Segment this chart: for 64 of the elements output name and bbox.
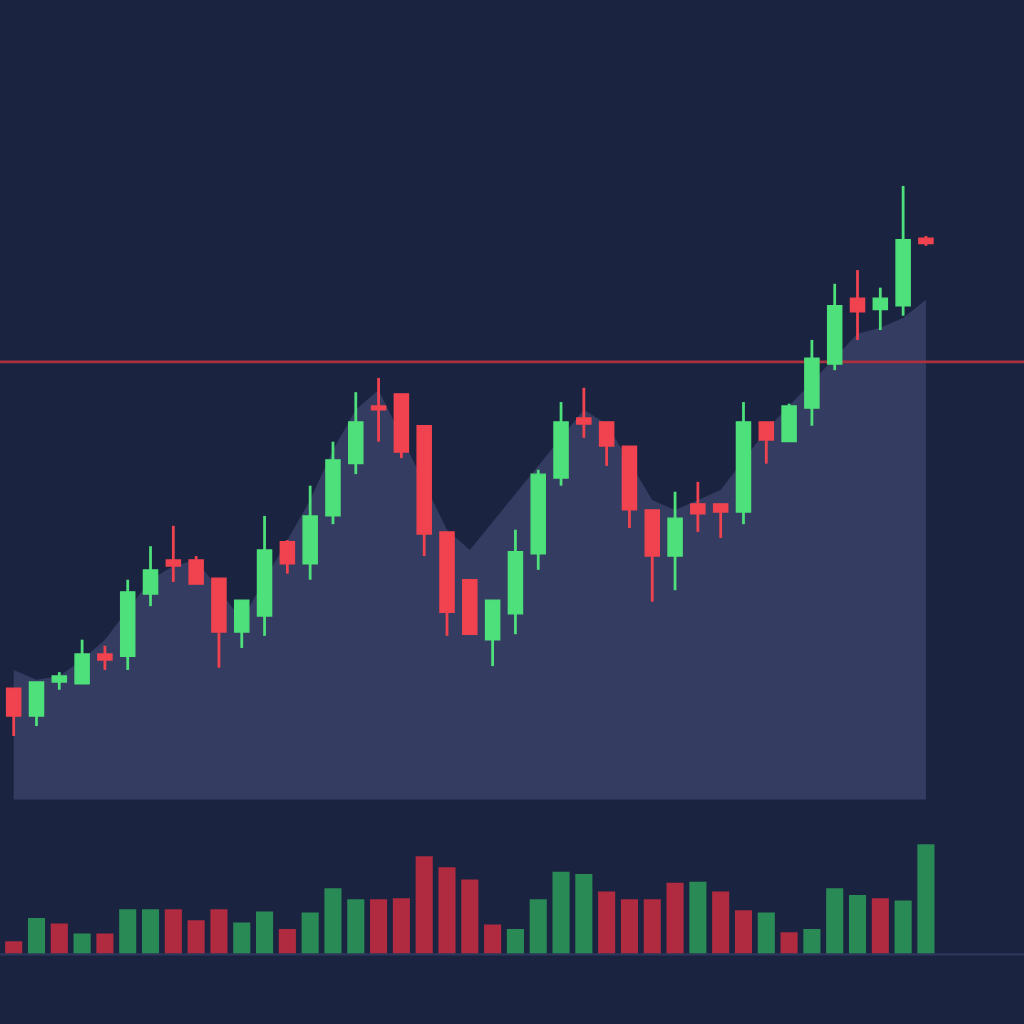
candlestick	[484, 598, 501, 668]
candlestick	[849, 268, 866, 342]
bar	[347, 899, 365, 955]
bar	[598, 891, 616, 955]
candlestick	[712, 502, 729, 540]
candlestick	[142, 544, 159, 608]
candlestick	[781, 402, 797, 444]
candlestick	[690, 480, 706, 534]
candlestick	[188, 554, 204, 586]
bar	[5, 941, 23, 955]
candlestick	[279, 538, 296, 576]
bar	[529, 899, 547, 955]
bar	[712, 891, 730, 955]
bar	[803, 929, 821, 955]
bar	[734, 910, 753, 955]
bar	[666, 882, 684, 955]
bar	[119, 909, 137, 955]
bar	[620, 899, 638, 955]
bar	[506, 929, 524, 955]
candlestick	[348, 390, 364, 476]
candlestick	[576, 386, 592, 440]
bar	[96, 933, 114, 955]
bar	[324, 888, 342, 955]
bar	[27, 918, 46, 955]
bar	[187, 920, 205, 955]
bar	[164, 909, 182, 955]
bar	[370, 899, 388, 955]
bar	[73, 933, 91, 955]
bar	[210, 909, 228, 955]
bar	[484, 924, 502, 955]
bar	[415, 856, 433, 955]
bar	[438, 867, 456, 955]
bar	[848, 894, 867, 955]
bar	[826, 888, 844, 955]
candlestick	[598, 420, 615, 468]
bar	[278, 929, 296, 955]
candlestick	[667, 490, 683, 592]
bar	[643, 899, 661, 955]
bar	[256, 911, 274, 955]
bar	[894, 900, 912, 955]
candlestick	[233, 598, 250, 650]
candlestick	[370, 376, 387, 444]
bar	[50, 923, 68, 955]
bar	[780, 932, 798, 955]
candlestick	[74, 638, 90, 686]
bar	[141, 909, 160, 955]
bar	[757, 912, 775, 955]
bar	[552, 871, 570, 955]
bar	[575, 873, 593, 955]
bar	[392, 898, 410, 955]
bar	[871, 898, 889, 955]
bar	[233, 922, 251, 955]
candlestick	[758, 420, 775, 466]
bar	[917, 844, 935, 955]
candlestick	[644, 508, 661, 604]
bar	[301, 912, 319, 955]
bar	[461, 879, 479, 955]
candlestick	[302, 484, 318, 582]
candlestick	[28, 680, 45, 728]
bar	[689, 881, 707, 955]
candlestick	[97, 644, 113, 672]
candlestick	[5, 686, 22, 738]
candlestick	[165, 524, 182, 584]
candlestick	[872, 286, 889, 332]
